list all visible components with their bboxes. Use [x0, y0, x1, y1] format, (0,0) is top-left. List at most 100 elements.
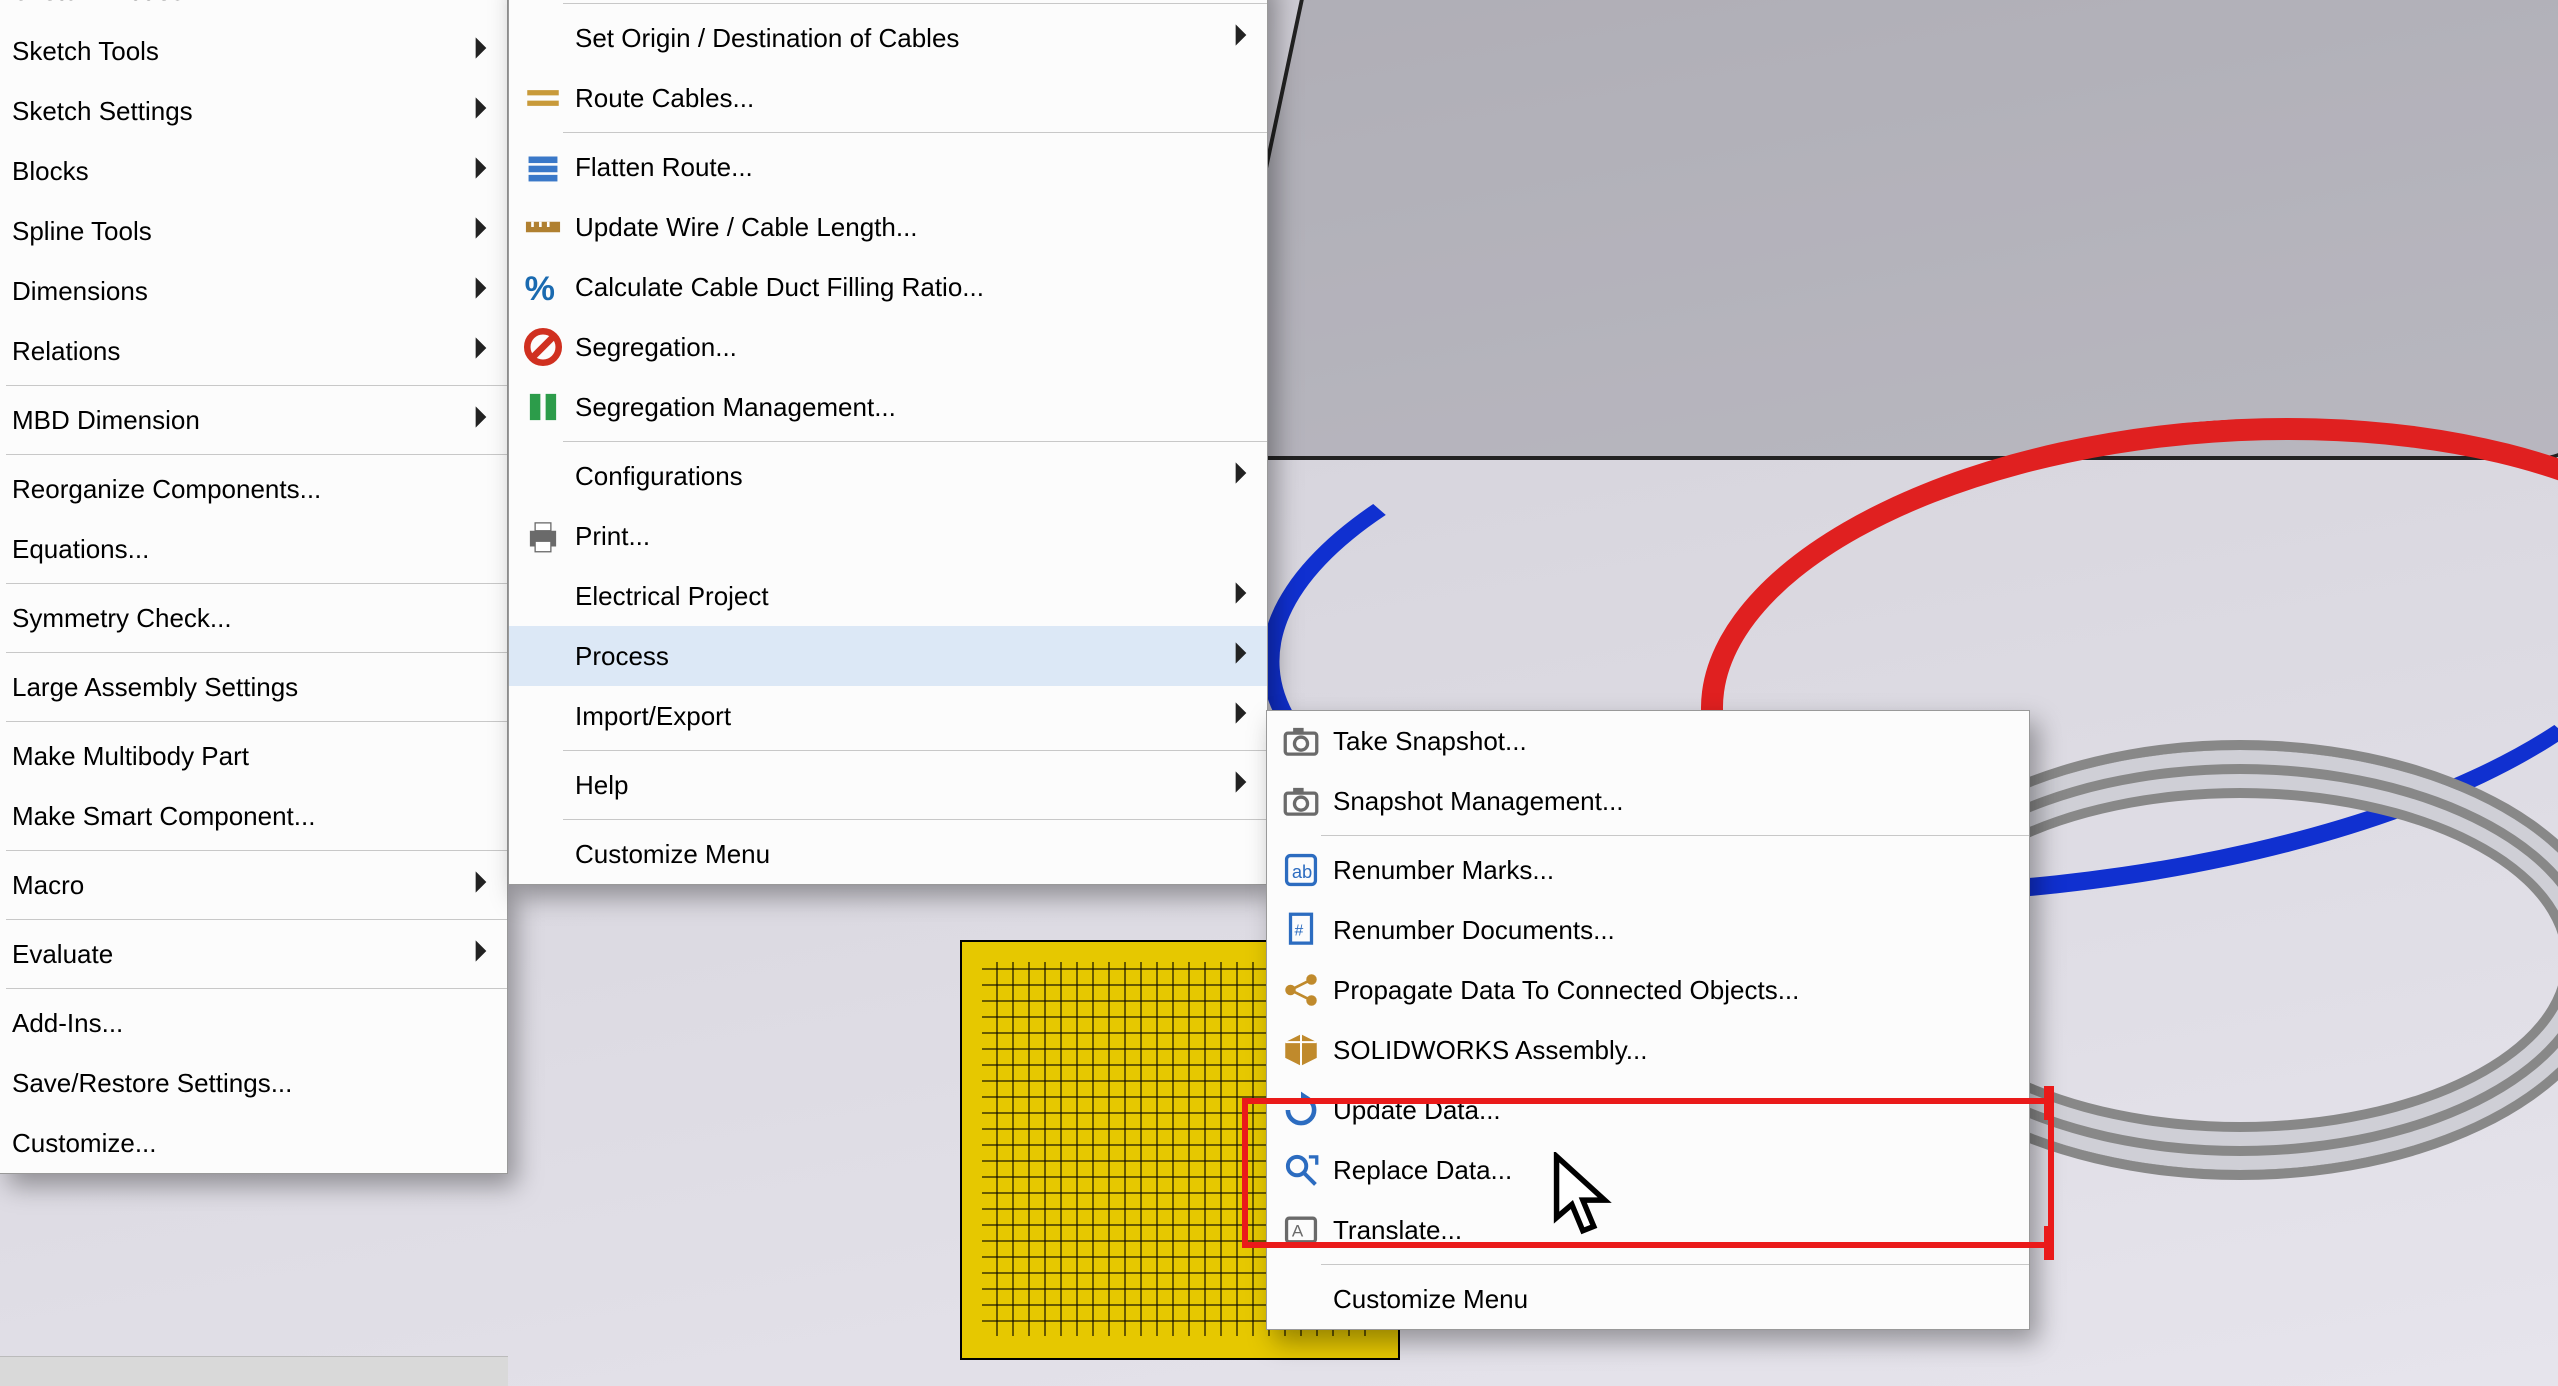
menu-item-label: Propagate Data To Connected Objects...: [1329, 975, 2011, 1006]
menu-item-save-restore-settings[interactable]: Save/Restore Settings...: [0, 1053, 507, 1113]
menu-item-calculate-cable-duct-filling-ratio[interactable]: % Calculate Cable Duct Filling Ratio...: [509, 257, 1267, 317]
menu-item-mbd-dimension[interactable]: MBD Dimension: [0, 390, 507, 450]
menu-item-blocks[interactable]: Blocks: [0, 141, 507, 201]
menu-item-customize-menu[interactable]: Customize Menu: [1267, 1269, 2029, 1329]
menu-item-label: Evaluate: [6, 939, 465, 970]
menu-item-label: Flatten Route...: [571, 152, 1249, 183]
submenu-arrow-icon: [465, 94, 489, 129]
menu-item-label: Configurations: [571, 461, 1225, 492]
translate-icon: A: [1273, 1209, 1329, 1251]
menu-item-relations[interactable]: Relations: [0, 321, 507, 381]
svg-text:A: A: [1292, 1222, 1304, 1241]
menu-item-spline-tools[interactable]: Spline Tools: [0, 201, 507, 261]
menu-item-label: Customize Menu: [1329, 1284, 2011, 1315]
menu-item-customize-menu[interactable]: Customize Menu: [509, 824, 1267, 884]
svg-text:%: %: [525, 270, 555, 308]
menu-separator: [6, 919, 507, 920]
menu-item-label: Process: [571, 641, 1225, 672]
menu-item-sketch-tools[interactable]: Sketch Tools: [0, 21, 507, 81]
menu-item-process[interactable]: Process: [509, 626, 1267, 686]
menu-item-solidworks-assembly[interactable]: SOLIDWORKS Assembly...: [1267, 1020, 2029, 1080]
menu-item-label: Macro: [6, 870, 465, 901]
menu-item-electrical-project[interactable]: Electrical Project: [509, 566, 1267, 626]
menu-item-configurations[interactable]: Configurations: [509, 446, 1267, 506]
menu-item-label: Electrical Project: [571, 581, 1225, 612]
svg-text:ab: ab: [1292, 861, 1312, 882]
menu-item-flatten-route[interactable]: Flatten Route...: [509, 137, 1267, 197]
ruler-icon: [515, 206, 571, 248]
menu-item-label: Symmetry Check...: [6, 603, 489, 634]
menu-item-label: Relations: [6, 336, 465, 367]
menu-item-label: Renumber Marks...: [1329, 855, 2011, 886]
menu-item-customize[interactable]: Customize...: [0, 1113, 507, 1173]
menu-item-label: SOLIDWORKS Assembly...: [1329, 1035, 2011, 1066]
menu-separator: [6, 652, 507, 653]
menu-item-sketch-entities[interactable]: Sketch Entities: [0, 0, 507, 21]
menu-item-reorganize-components[interactable]: Reorganize Components...: [0, 459, 507, 519]
menu-item-label: Blocks: [6, 156, 465, 187]
submenu-arrow-icon: [1225, 768, 1249, 803]
menu-item-evaluate[interactable]: Evaluate: [0, 924, 507, 984]
menu-item-replace-data[interactable]: Replace Data...: [1267, 1140, 2029, 1200]
menu-separator: [563, 819, 1267, 820]
menu-item-label: Renumber Documents...: [1329, 915, 2011, 946]
menu-item-equations[interactable]: Equations...: [0, 519, 507, 579]
submenu-arrow-icon: [465, 154, 489, 189]
submenu-arrow-icon: [1225, 699, 1249, 734]
menu-separator: [563, 441, 1267, 442]
menu-item-label: Print...: [571, 521, 1249, 552]
menu-item-symmetry-check[interactable]: Symmetry Check...: [0, 588, 507, 648]
menu-item-macro[interactable]: Macro: [0, 855, 507, 915]
svg-text:#: #: [1294, 922, 1303, 939]
submenu-arrow-icon: [465, 274, 489, 309]
menu-item-label: Segregation Management...: [571, 392, 1249, 423]
menu-item-label: Sketch Entities: [6, 0, 465, 7]
menu-item-label: Set Origin / Destination of Cables: [571, 23, 1225, 54]
menu-item-help[interactable]: Help: [509, 755, 1267, 815]
menu-separator: [1321, 1264, 2029, 1265]
menu-item-large-assembly-settings[interactable]: Large Assembly Settings: [0, 657, 507, 717]
camera-icon: [1273, 720, 1329, 762]
routing-submenu: Route Harnesses...Set Origin / Destinati…: [508, 0, 1268, 885]
menu-item-label: Calculate Cable Duct Filling Ratio...: [571, 272, 1249, 303]
menu-item-add-ins[interactable]: Add-Ins...: [0, 993, 507, 1053]
menu-item-label: Update Data...: [1329, 1095, 2011, 1126]
menu-item-label: Update Wire / Cable Length...: [571, 212, 1249, 243]
menu-item-renumber-documents[interactable]: # Renumber Documents...: [1267, 900, 2029, 960]
menu-item-route-cables[interactable]: Route Cables...: [509, 68, 1267, 128]
menu-item-set-origin-destination-of-cables[interactable]: Set Origin / Destination of Cables: [509, 8, 1267, 68]
menu-item-update-data[interactable]: Update Data...: [1267, 1080, 2029, 1140]
menu-item-snapshot-management[interactable]: Snapshot Management...: [1267, 771, 2029, 831]
menu-separator: [6, 385, 507, 386]
submenu-arrow-icon: [1225, 459, 1249, 494]
submenu-arrow-icon: [1225, 639, 1249, 674]
submenu-arrow-icon: [465, 334, 489, 369]
menu-item-propagate-data-to-connected-objects[interactable]: Propagate Data To Connected Objects...: [1267, 960, 2029, 1020]
menu-item-sketch-settings[interactable]: Sketch Settings: [0, 81, 507, 141]
menu-item-segregation-management[interactable]: Segregation Management...: [509, 377, 1267, 437]
menu-item-update-wire-cable-length[interactable]: Update Wire / Cable Length...: [509, 197, 1267, 257]
cable-icon: [515, 77, 571, 119]
menu-item-label: Dimensions: [6, 276, 465, 307]
menu-item-print[interactable]: Print...: [509, 506, 1267, 566]
menu-item-translate[interactable]: A Translate...: [1267, 1200, 2029, 1260]
submenu-arrow-icon: [465, 214, 489, 249]
menu-item-make-smart-component[interactable]: Make Smart Component...: [0, 786, 507, 846]
menu-item-segregation[interactable]: Segregation...: [509, 317, 1267, 377]
menu-item-label: Make Smart Component...: [6, 801, 489, 832]
percent-icon: %: [515, 266, 571, 308]
menu-item-label: Sketch Tools: [6, 36, 465, 67]
menu-item-label: Translate...: [1329, 1215, 2011, 1246]
menu-item-take-snapshot[interactable]: Take Snapshot...: [1267, 711, 2029, 771]
menu-item-label: Import/Export: [571, 701, 1225, 732]
submenu-arrow-icon: [1225, 21, 1249, 56]
menu-item-make-multibody-part[interactable]: Make Multibody Part: [0, 726, 507, 786]
menu-item-label: Snapshot Management...: [1329, 786, 2011, 817]
menu-item-label: Spline Tools: [6, 216, 465, 247]
menu-item-dimensions[interactable]: Dimensions: [0, 261, 507, 321]
menu-item-import-export[interactable]: Import/Export: [509, 686, 1267, 746]
menu-item-renumber-marks[interactable]: ab Renumber Marks...: [1267, 840, 2029, 900]
status-bar: [0, 1356, 508, 1386]
menu-item-label: Route Cables...: [571, 83, 1249, 114]
menu-separator: [563, 3, 1267, 4]
